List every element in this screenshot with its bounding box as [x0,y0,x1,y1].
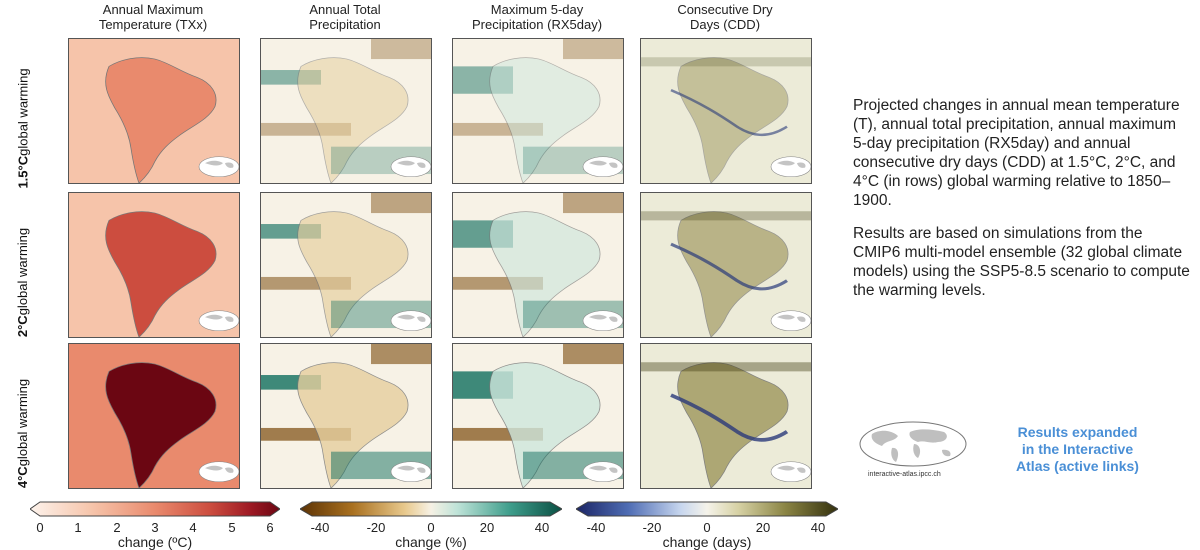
colorbar-precipitation-label: change (%) [395,534,467,550]
tick: -40 [586,520,606,535]
column-title-rx5day: Maximum 5-day Precipitation (RX5day) [471,2,603,32]
map-graphic [641,193,811,337]
tick: 2 [113,520,121,535]
map-graphic [641,344,811,488]
atlas-link[interactable]: Results expanded in the Interactive Atla… [1016,424,1139,474]
tick: 0 [703,520,711,535]
map-panel-cdd-1-5c [640,38,812,184]
map-panel-rx5day-2c [452,192,624,338]
colorbar-dry-days-ticks: -40 -20 0 20 40 [576,520,838,535]
colorbar-temperature-label: change (ºC) [117,534,193,550]
atlas-world-map-icon[interactable] [858,420,968,470]
map-graphic [261,39,431,183]
tick: 6 [266,520,274,535]
colorbar-precipitation-ticks: -40 -20 0 20 40 [300,520,562,535]
colorbar-temperature-ticks: 0 1 2 3 4 5 6 [30,520,280,535]
map-graphic [641,39,811,183]
map-graphic [69,344,239,488]
tick: 40 [534,520,550,535]
map-graphic [453,39,623,183]
colorbar-temperature: 0 1 2 3 4 5 6 change (ºC) [29,500,281,550]
map-panel-cdd-4c [640,343,812,489]
map-graphic [261,193,431,337]
column-title-precip: Annual Total Precipitation [309,2,381,32]
row-label-4c: 4°C global warming [15,378,31,488]
tick: 5 [228,520,236,535]
column-title-txx: Annual Maximum Temperature (TXx) [98,2,208,32]
colorbar-dry-days: -40 -20 0 20 40 change (days) [575,500,839,550]
map-panel-precip-2c [260,192,432,338]
column-title-cdd: Consecutive Dry Days (CDD) [677,2,773,32]
row-label-1-5c: 1.5°C global warming [15,67,31,189]
map-panel-cdd-2c [640,192,812,338]
tick: 0 [427,520,435,535]
map-graphic [453,193,623,337]
figure-caption: Projected changes in annual mean tempera… [853,96,1193,314]
tick: 3 [151,520,159,535]
map-panel-precip-1-5c [260,38,432,184]
caption-paragraph-2: Results are based on simulations from th… [853,225,1190,299]
map-graphic [453,344,623,488]
map-panel-txx-4c [68,343,240,489]
colorbar-precipitation: -40 -20 0 20 40 change (%) [299,500,563,550]
map-panel-precip-4c [260,343,432,489]
map-graphic [69,193,239,337]
tick: 4 [189,520,197,535]
map-panel-txx-2c [68,192,240,338]
colorbar-dry-days-gradient [575,501,839,517]
tick: 40 [810,520,826,535]
tick: 20 [479,520,495,535]
tick: -20 [642,520,662,535]
map-graphic [69,39,239,183]
tick: -20 [366,520,386,535]
caption-paragraph-1: Projected changes in annual mean tempera… [853,97,1180,209]
colorbar-dry-days-label: change (days) [662,534,752,550]
colorbar-precipitation-gradient [299,501,563,517]
atlas-url[interactable]: interactive-atlas.ipcc.ch [868,471,941,478]
tick: -40 [310,520,330,535]
map-panel-rx5day-1-5c [452,38,624,184]
tick: 0 [36,520,44,535]
map-panel-rx5day-4c [452,343,624,489]
map-panel-txx-1-5c [68,38,240,184]
tick: 20 [755,520,771,535]
tick: 1 [74,520,82,535]
colorbar-temperature-gradient [29,501,281,517]
map-graphic [261,344,431,488]
